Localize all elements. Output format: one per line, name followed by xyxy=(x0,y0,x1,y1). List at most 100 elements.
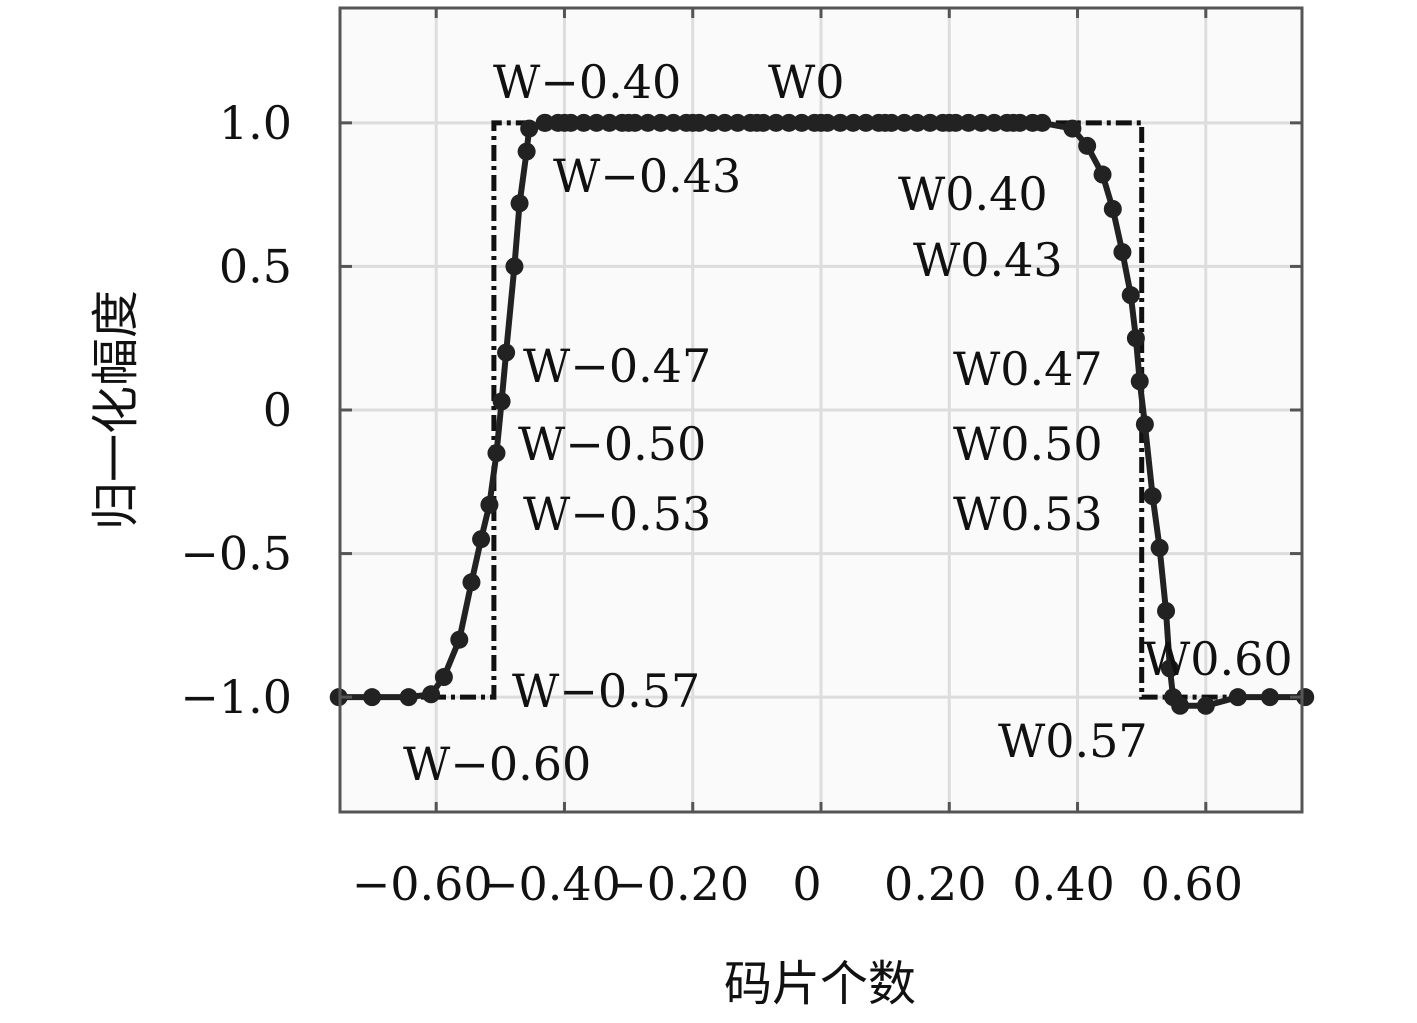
data-point xyxy=(959,113,978,132)
data-point xyxy=(1135,415,1154,434)
data-point xyxy=(422,685,441,704)
x-tick-label: 0 xyxy=(792,857,821,911)
data-point xyxy=(779,113,798,132)
data-point xyxy=(792,113,811,132)
annotation-label: W−0.47 xyxy=(523,339,711,393)
data-point xyxy=(510,194,529,213)
data-point xyxy=(587,113,606,132)
data-point xyxy=(480,495,499,514)
data-point xyxy=(574,113,593,132)
data-point xyxy=(985,113,1004,132)
x-tick-label: 0.60 xyxy=(1141,857,1243,911)
data-point xyxy=(831,113,850,132)
data-point xyxy=(1093,165,1112,184)
data-point xyxy=(946,113,965,132)
annotation-label: W−0.57 xyxy=(512,664,700,718)
y-tick-label: −0.5 xyxy=(180,527,292,581)
data-point xyxy=(1023,113,1042,132)
annotation-label: W0.57 xyxy=(998,714,1148,768)
data-point xyxy=(505,257,524,276)
data-point xyxy=(908,113,927,132)
annotation-label: W0.60 xyxy=(1143,632,1293,686)
data-point xyxy=(664,113,683,132)
data-point xyxy=(1157,602,1176,620)
annotations: W−0.40 W0 W−0.43 W0.40 W0.43 W−0.47 W0.47 W−0.5… xyxy=(403,55,1293,791)
x-tick-label: 0.40 xyxy=(1012,857,1114,911)
data-point xyxy=(1228,688,1247,707)
data-point xyxy=(600,113,619,132)
data-point xyxy=(844,113,863,132)
data-point xyxy=(1063,119,1082,138)
data-point xyxy=(997,113,1016,132)
annotation-label: W−0.50 xyxy=(518,417,706,471)
data-point xyxy=(638,113,657,132)
data-point xyxy=(561,113,580,132)
y-axis-label: 归一化幅度 xyxy=(88,290,144,530)
data-point xyxy=(972,113,991,132)
data-point xyxy=(1078,136,1097,155)
data-point xyxy=(363,688,382,707)
x-axis-label: 码片个数 xyxy=(724,956,916,1012)
data-point xyxy=(895,113,914,132)
annotation-label: W−0.43 xyxy=(553,149,741,203)
data-point xyxy=(549,113,568,132)
ticks: −0.60−0.40−0.20 0 0.20 0.40 0.60 1.0 0.5 0 −0.5 −… xyxy=(180,8,1302,911)
annotation-label: W0.43 xyxy=(913,233,1063,287)
data-point xyxy=(1143,487,1162,506)
data-point xyxy=(805,113,824,132)
data-point xyxy=(487,444,506,463)
data-point xyxy=(434,668,453,687)
data-point xyxy=(677,113,696,132)
data-point xyxy=(921,113,940,132)
data-point xyxy=(1010,113,1029,132)
data-point xyxy=(472,530,491,549)
data-point xyxy=(520,119,539,138)
y-tick-label: 1.0 xyxy=(219,96,292,150)
annotation-label: W0.53 xyxy=(953,487,1103,541)
data-point xyxy=(1171,696,1190,715)
series-group xyxy=(329,113,1315,715)
data-point xyxy=(626,113,645,132)
data-point xyxy=(613,113,632,132)
data-point xyxy=(933,113,952,132)
data-point xyxy=(767,113,786,132)
data-point xyxy=(1121,286,1140,305)
annotation-label: W0.40 xyxy=(898,167,1048,221)
annotation-label: W0.50 xyxy=(953,417,1103,471)
data-point xyxy=(754,113,773,132)
y-tick-label: 0.5 xyxy=(219,239,292,293)
data-point xyxy=(1196,696,1215,715)
data-point xyxy=(492,392,511,411)
y-tick-label: −1.0 xyxy=(180,670,292,724)
data-point xyxy=(1260,688,1279,707)
x-tick-label: 0.20 xyxy=(884,857,986,911)
data-point xyxy=(702,113,721,132)
data-point xyxy=(869,113,888,132)
data-point xyxy=(882,113,901,132)
data-point xyxy=(517,142,536,161)
data-point xyxy=(741,113,760,132)
data-point xyxy=(1126,329,1145,348)
data-point xyxy=(1130,372,1149,391)
x-tick-label: −0.40 xyxy=(480,857,621,911)
data-point xyxy=(462,573,481,592)
data-point xyxy=(497,343,516,362)
data-point xyxy=(1150,538,1169,557)
x-tick-label: −0.60 xyxy=(352,857,493,911)
data-point xyxy=(536,113,555,132)
data-point xyxy=(818,113,837,132)
data-point xyxy=(1160,659,1179,678)
data-point xyxy=(399,688,418,707)
annotation-label: W0.47 xyxy=(953,342,1103,396)
data-point xyxy=(1113,243,1132,262)
data-point xyxy=(450,630,469,649)
data-point xyxy=(690,113,709,132)
data-point xyxy=(856,113,875,132)
data-point xyxy=(1103,200,1122,218)
data-point xyxy=(728,113,747,132)
annotation-label: W0 xyxy=(768,55,845,109)
annotation-label: W−0.60 xyxy=(403,737,591,791)
annotation-label: W−0.40 xyxy=(493,55,681,109)
x-tick-label: −0.20 xyxy=(608,857,749,911)
